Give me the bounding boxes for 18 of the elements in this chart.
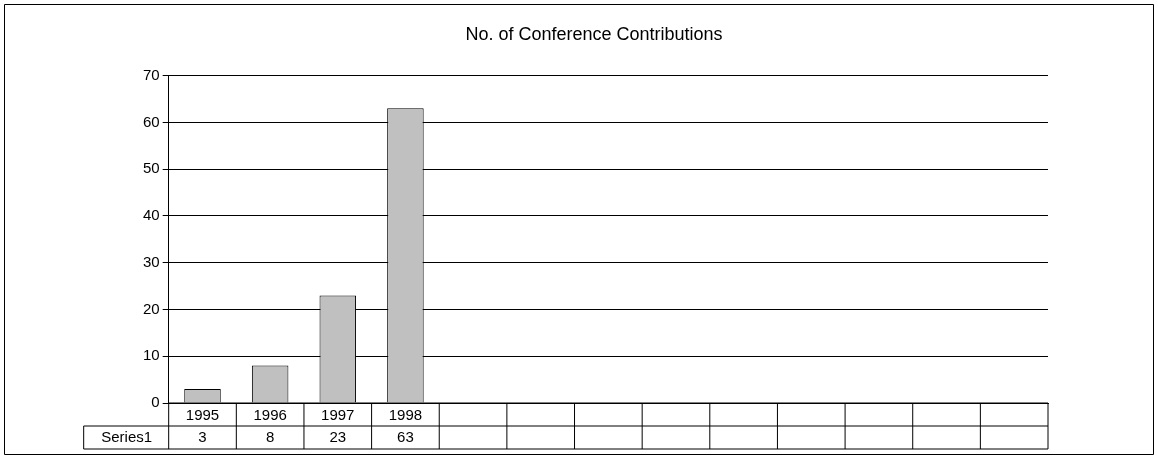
y-tick-label: 20 bbox=[143, 299, 160, 317]
x-tick-label: 1995 bbox=[185, 406, 220, 424]
y-tick-label: 70 bbox=[143, 65, 160, 83]
y-tick-label: 50 bbox=[143, 159, 160, 177]
y-tick-label: 40 bbox=[143, 206, 160, 224]
y-tick-label: 60 bbox=[143, 112, 160, 130]
y-tick-label: 10 bbox=[143, 346, 160, 364]
data-label: 63 bbox=[397, 427, 414, 445]
x-tick-label: 1997 bbox=[321, 406, 355, 424]
data-label: 8 bbox=[265, 427, 275, 445]
x-tick-label: 1996 bbox=[253, 406, 287, 424]
text: Series1 bbox=[101, 427, 153, 445]
x-tick-label: 1998 bbox=[388, 406, 423, 424]
y-tick-label: 30 bbox=[143, 252, 160, 270]
data-label: 3 bbox=[198, 427, 207, 445]
data-label: 23 bbox=[329, 427, 347, 445]
y-tick-label: 0 bbox=[151, 393, 160, 411]
chart-title: No. of Conference Contributions bbox=[465, 23, 723, 44]
